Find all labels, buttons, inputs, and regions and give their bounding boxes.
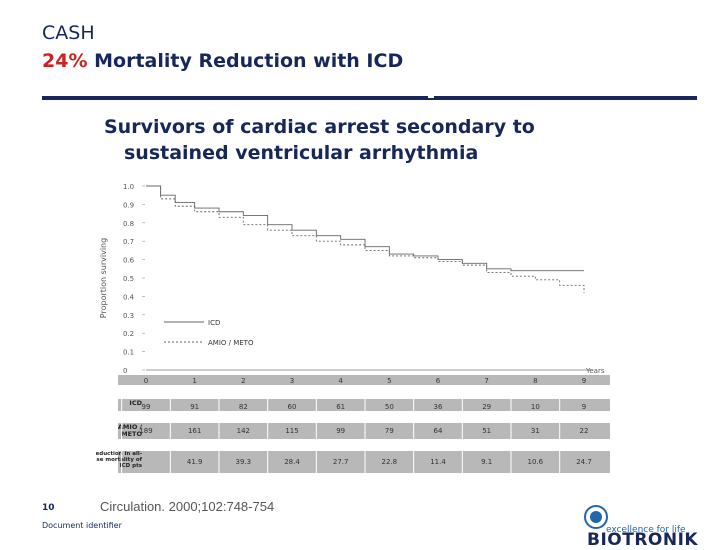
x-tick-label: 3: [290, 377, 294, 385]
mortality-reduction-percent: 24%: [42, 50, 88, 72]
logo-mark-icon: [584, 505, 608, 529]
table-cell: 9.1: [481, 458, 492, 466]
table-cell: 64: [434, 427, 443, 435]
y-tick-label: 0.6: [123, 257, 135, 265]
table-cell: 9: [582, 403, 586, 411]
x-tick-label: 8: [533, 377, 537, 385]
table-cell: 24.7: [576, 458, 592, 466]
table-cell: 31: [531, 427, 540, 435]
table-cell: 36: [434, 403, 443, 411]
x-tick-label: 6: [436, 377, 441, 385]
table-row-label-line: METO: [121, 430, 142, 438]
y-tick-label: 0.8: [123, 220, 134, 228]
table-cell: 99: [336, 427, 345, 435]
y-tick-label: 0: [123, 367, 127, 375]
table-row-label: ICD: [129, 399, 142, 407]
y-tick-label: 0.9: [123, 201, 134, 209]
subtitle-line2: sustained ventricular arrhythmia: [124, 142, 479, 164]
table-cell: 27.7: [333, 458, 349, 466]
y-tick-label: 0.4: [123, 293, 135, 301]
table-cell: 82: [239, 403, 248, 411]
table-cell: 39.3: [236, 458, 252, 466]
divider-gap: [428, 96, 434, 98]
table-cell: 10.6: [528, 458, 544, 466]
x-tick-label: 4: [338, 377, 343, 385]
slide-title-line1: CASH: [42, 22, 95, 44]
y-axis-label: Proportion surviving: [99, 238, 108, 318]
title-divider: [42, 96, 697, 100]
table-row-label-line: AMIO /: [118, 423, 143, 431]
citation: Circulation. 2000;102:748-754: [100, 499, 275, 514]
table-cell: 60: [288, 403, 297, 411]
table-cell: 115: [285, 427, 298, 435]
slide-subtitle: Survivors of cardiac arrest secondary to…: [104, 114, 535, 166]
y-tick-label: 0.5: [123, 275, 134, 283]
y-tick-label: 0.2: [123, 330, 134, 338]
logo-tagline: excellence for life: [606, 525, 686, 535]
document-identifier: Document identifier: [42, 521, 122, 530]
table-row-band: [118, 399, 610, 411]
y-tick-label: 1.0: [123, 183, 134, 191]
table-row-label: AMIO / METO: [118, 423, 143, 438]
table-cell: 91: [190, 403, 199, 411]
x-tick-label: 0: [144, 377, 148, 385]
table-cell: 189: [139, 427, 152, 435]
table-cell: 142: [237, 427, 250, 435]
subtitle-line1: Survivors of cardiac arrest secondary to: [104, 116, 535, 138]
table-row-label-line: cause mortality of: [96, 457, 143, 463]
table-row-band: [118, 423, 610, 439]
table-row-label-line: ICD pts: [120, 463, 143, 469]
title-rest: Mortality Reduction with ICD: [94, 50, 404, 72]
slide-title-line2: 24% Mortality Reduction with ICD: [42, 50, 403, 72]
table-cell: 51: [482, 427, 491, 435]
x-tick-label: 5: [387, 377, 391, 385]
table-cell: 10: [531, 403, 540, 411]
y-tick-label: 0.3: [123, 312, 134, 320]
x-tick-label: 9: [582, 377, 586, 385]
x-axis-label: Years: [585, 367, 605, 375]
page-number: 10: [42, 503, 55, 513]
table-cell: 41.9: [187, 458, 203, 466]
series-line-icd: [146, 185, 584, 272]
table-row-label-line: % reduction in all-: [96, 451, 142, 457]
y-tick-label: 0.7: [123, 238, 134, 246]
y-tick-label: 0.1: [123, 349, 134, 357]
table-row-label-line: ICD: [129, 399, 142, 407]
table-row-band: [118, 451, 610, 473]
table-cell: 50: [385, 403, 394, 411]
table-cell: 79: [385, 427, 394, 435]
table-cell: 61: [336, 403, 345, 411]
table-cell: 22: [580, 427, 589, 435]
table-cell: 11.4: [430, 458, 446, 466]
survival-chart: Proportion surviving 0 0.1 0.2 0.3 0.4 0.5 0.6 0…: [96, 183, 610, 474]
x-tick-label: 7: [484, 377, 488, 385]
table-cell: 161: [188, 427, 201, 435]
x-tick-label: 2: [241, 377, 245, 385]
series-line-amio-meto: [146, 185, 585, 293]
legend-label: AMIO / METO: [208, 339, 254, 347]
legend-label: ICD: [208, 319, 220, 327]
table-band-header: [118, 375, 610, 385]
table-row-label: % reduction in all-cause mortality ofICD…: [96, 451, 143, 469]
table-cell: 29: [482, 403, 491, 411]
table-cell: 22.8: [382, 458, 398, 466]
table-cell: 28.4: [284, 458, 300, 466]
x-tick-label: 1: [192, 377, 196, 385]
table-cell: 99: [142, 403, 151, 411]
